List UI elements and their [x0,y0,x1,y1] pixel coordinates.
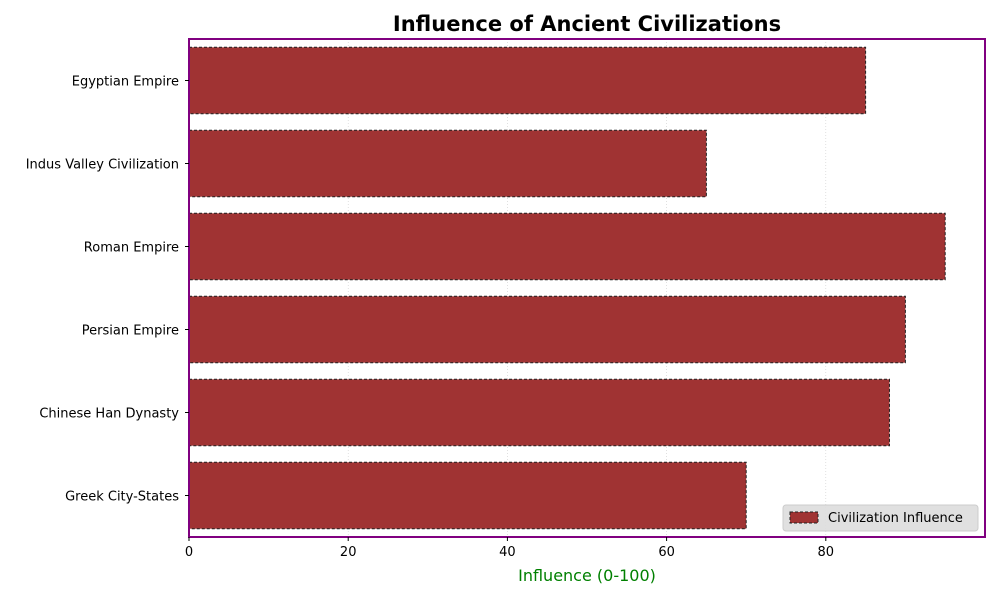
bars [188,46,946,530]
y-axis: Egyptian Empire Indus Valley Civilization… [26,75,189,505]
legend-box [782,504,979,532]
bar [188,212,946,281]
x-axis-label: Influence (0-100) [518,566,656,585]
bar [188,46,867,115]
chart-title: Influence of Ancient Civilizations [393,12,781,36]
bar [188,461,747,530]
x-tick-label: 20 [340,545,357,560]
plot-frame [188,38,986,538]
y-tick-label: Indus Valley Civilization [26,158,179,173]
x-tick-label: 80 [818,545,835,560]
y-tick-label: Greek City-States [65,490,179,505]
x-tick-label: 60 [658,545,675,560]
y-tick-label: Persian Empire [82,324,179,339]
legend-swatch [789,511,819,524]
bar [188,295,906,364]
x-axis: 0 20 40 60 80 [185,537,834,560]
y-tick-label: Egyptian Empire [72,75,179,90]
x-tick-label: 40 [499,545,516,560]
bar [188,129,707,198]
y-tick-label: Roman Empire [84,241,179,256]
y-tick-label: Chinese Han Dynasty [39,407,179,422]
legend-label: Civilization Influence [828,511,963,526]
x-tick-label: 0 [185,545,193,560]
legend: Civilization Influence [782,504,979,532]
bar [188,378,890,447]
